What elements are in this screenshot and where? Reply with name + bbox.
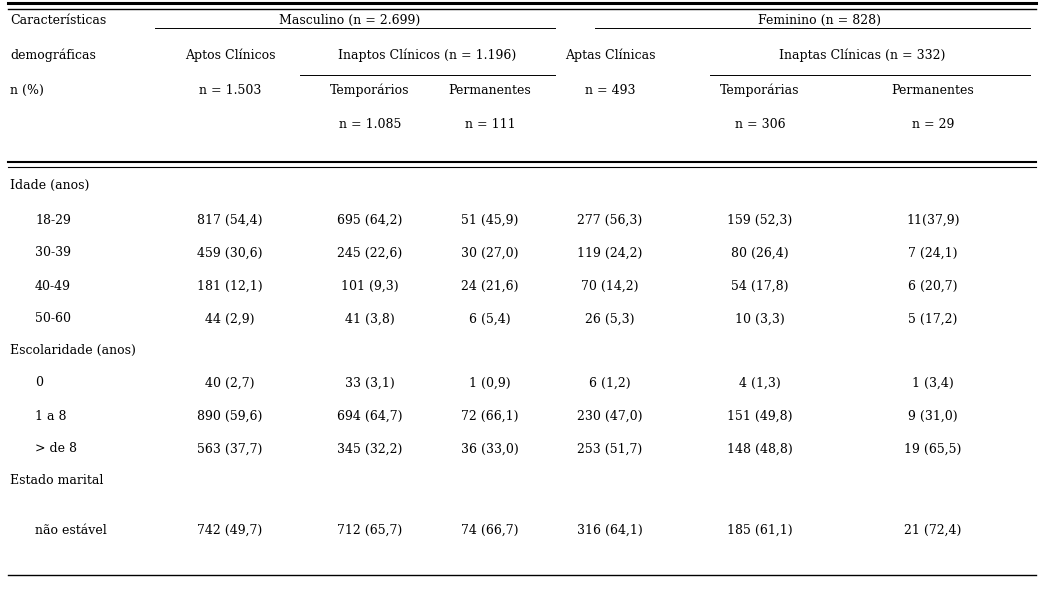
Text: n = 1.503: n = 1.503 [199,83,261,96]
Text: 6 (20,7): 6 (20,7) [908,280,958,293]
Text: Permanentes: Permanentes [449,83,531,96]
Text: n = 493: n = 493 [585,83,635,96]
Text: 50-60: 50-60 [35,313,71,326]
Text: 148 (48,8): 148 (48,8) [727,443,793,456]
Text: 277 (56,3): 277 (56,3) [578,213,642,226]
Text: 41 (3,8): 41 (3,8) [346,313,395,326]
Text: Escolaridade (anos): Escolaridade (anos) [10,343,136,356]
Text: 7 (24,1): 7 (24,1) [908,246,958,259]
Text: 151 (49,8): 151 (49,8) [728,410,793,423]
Text: Estado marital: Estado marital [10,473,103,486]
Text: 24 (21,6): 24 (21,6) [461,280,518,293]
Text: 181 (12,1): 181 (12,1) [197,280,262,293]
Text: 74 (66,7): 74 (66,7) [461,524,518,537]
Text: 101 (9,3): 101 (9,3) [341,280,399,293]
Text: Feminino (n = 828): Feminino (n = 828) [759,14,882,27]
Text: 817 (54,4): 817 (54,4) [197,213,262,226]
Text: 54 (17,8): 54 (17,8) [731,280,789,293]
Text: 26 (5,3): 26 (5,3) [585,313,635,326]
Text: demográficas: demográficas [10,48,96,61]
Text: 316 (64,1): 316 (64,1) [577,524,643,537]
Text: Inaptos Clínicos (n = 1.196): Inaptos Clínicos (n = 1.196) [338,48,516,61]
Text: n = 306: n = 306 [735,119,785,132]
Text: 36 (33,0): 36 (33,0) [461,443,518,456]
Text: 4 (1,3): 4 (1,3) [739,376,781,389]
Text: 30 (27,0): 30 (27,0) [461,246,518,259]
Text: 345 (32,2): 345 (32,2) [337,443,403,456]
Text: 742 (49,7): 742 (49,7) [198,524,262,537]
Text: Aptas Clínicas: Aptas Clínicas [565,48,655,61]
Text: 72 (66,1): 72 (66,1) [461,410,518,423]
Text: 9 (31,0): 9 (31,0) [908,410,958,423]
Text: Temporárias: Temporárias [720,83,799,97]
Text: 230 (47,0): 230 (47,0) [578,410,642,423]
Text: 0: 0 [35,376,43,389]
Text: Idade (anos): Idade (anos) [10,178,90,191]
Text: > de 8: > de 8 [35,443,77,456]
Text: 70 (14,2): 70 (14,2) [581,280,639,293]
Text: 890 (59,6): 890 (59,6) [198,410,262,423]
Text: 40 (2,7): 40 (2,7) [205,376,255,389]
Text: n = 111: n = 111 [464,119,515,132]
Text: 80 (26,4): 80 (26,4) [731,246,789,259]
Text: 6 (5,4): 6 (5,4) [469,313,511,326]
Text: 33 (3,1): 33 (3,1) [346,376,395,389]
Text: 30-39: 30-39 [35,246,71,259]
Text: 695 (64,2): 695 (64,2) [337,213,403,226]
Text: 11(37,9): 11(37,9) [907,213,960,226]
Text: 1 a 8: 1 a 8 [35,410,67,423]
Text: 40-49: 40-49 [35,280,71,293]
Text: Características: Características [10,14,106,27]
Text: 19 (65,5): 19 (65,5) [905,443,962,456]
Text: 5 (17,2): 5 (17,2) [909,313,958,326]
Text: 10 (3,3): 10 (3,3) [735,313,785,326]
Text: Temporários: Temporários [330,83,410,97]
Text: 159 (52,3): 159 (52,3) [728,213,792,226]
Text: 1 (0,9): 1 (0,9) [469,376,511,389]
Text: 18-29: 18-29 [35,213,71,226]
Text: 119 (24,2): 119 (24,2) [578,246,642,259]
Text: Permanentes: Permanentes [892,83,974,96]
Text: Masculino (n = 2.699): Masculino (n = 2.699) [279,14,421,27]
Text: 51 (45,9): 51 (45,9) [461,213,518,226]
Text: n = 29: n = 29 [912,119,955,132]
Text: Aptos Clínicos: Aptos Clínicos [184,48,275,61]
Text: 459 (30,6): 459 (30,6) [197,246,262,259]
Text: 694 (64,7): 694 (64,7) [337,410,403,423]
Text: 6 (1,2): 6 (1,2) [589,376,631,389]
Text: 1 (3,4): 1 (3,4) [912,376,954,389]
Text: 563 (37,7): 563 (37,7) [198,443,262,456]
Text: 185 (61,1): 185 (61,1) [728,524,793,537]
Text: Inaptas Clínicas (n = 332): Inaptas Clínicas (n = 332) [779,48,945,61]
Text: 245 (22,6): 245 (22,6) [337,246,403,259]
Text: 253 (51,7): 253 (51,7) [578,443,642,456]
Text: 21 (72,4): 21 (72,4) [905,524,962,537]
Text: 44 (2,9): 44 (2,9) [205,313,255,326]
Text: não estável: não estável [35,524,107,537]
Text: n = 1.085: n = 1.085 [338,119,401,132]
Text: n (%): n (%) [10,83,44,96]
Text: 712 (65,7): 712 (65,7) [337,524,403,537]
